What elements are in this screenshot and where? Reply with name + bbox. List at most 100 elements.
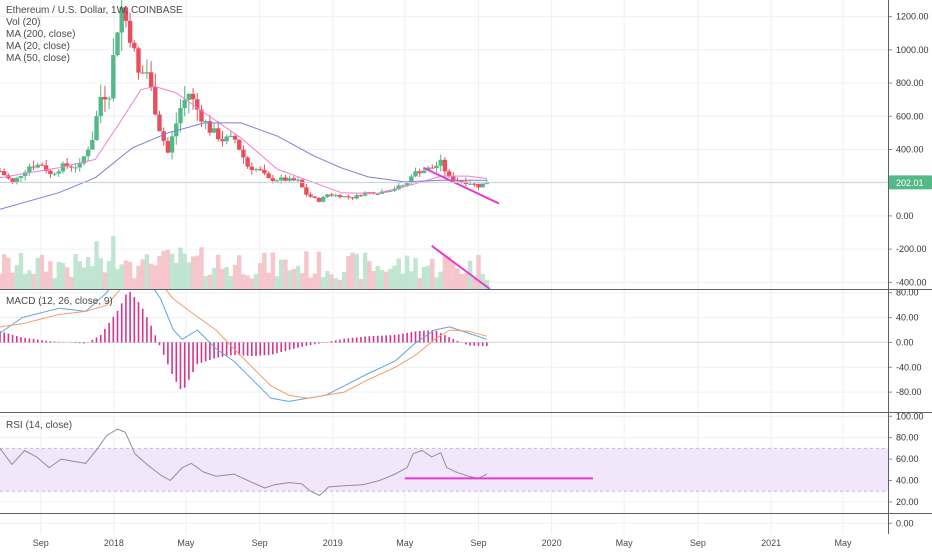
volume-bar [31, 274, 36, 289]
macd-legend[interactable]: MACD (12, 26, close, 9) [6, 296, 113, 307]
candle-body [127, 20, 133, 43]
indicator-label-ma200[interactable]: MA (200, close) [6, 29, 76, 40]
volume-bar [446, 256, 452, 289]
volume-bar [451, 262, 456, 289]
volume-bar [245, 275, 250, 289]
volume-bar [22, 273, 28, 289]
volume-bar [27, 270, 32, 289]
last-price-badge-text: 202.01 [896, 178, 924, 188]
volume-bar [253, 274, 259, 289]
candle-body [39, 164, 45, 166]
candle-body [442, 159, 448, 172]
volume-bar [190, 256, 196, 289]
volume-bar [216, 254, 221, 289]
candle-body [409, 176, 414, 184]
candle-body [480, 183, 485, 188]
volume-bar [10, 272, 15, 289]
candle-body [0, 171, 3, 173]
volume-bar [165, 249, 171, 289]
volume-bar [48, 261, 53, 289]
candle-body [320, 196, 326, 202]
candle-body [35, 164, 40, 168]
volume-bar [484, 280, 490, 289]
candle-body [258, 169, 263, 171]
candle-body [174, 123, 179, 137]
candle-body [211, 128, 217, 133]
candle-body [392, 189, 397, 191]
candle-body [90, 140, 95, 150]
symbol-title[interactable]: Ethereum / U.S. Dollar, 1W, COINBASE [6, 5, 183, 16]
volume-bar [228, 276, 234, 289]
candle-body [165, 140, 171, 153]
candle-body [161, 131, 166, 141]
volume-bar [98, 258, 103, 289]
candle-body [157, 114, 162, 132]
volume-bar [396, 258, 401, 289]
volume-bar [77, 261, 82, 289]
candle-body [262, 169, 267, 174]
price-tick-label: 1200.00 [896, 12, 929, 22]
candle-body [232, 135, 238, 140]
volume-bar [119, 264, 124, 289]
macd-tick-label: 80.00 [896, 288, 919, 298]
candle-body [417, 171, 422, 174]
rsi-tick-label: 20.00 [896, 497, 919, 507]
candle-body [484, 183, 490, 185]
volume-bar [73, 253, 78, 289]
price-tick-label: 400.00 [896, 144, 924, 154]
macd-line [0, 289, 488, 402]
volume-bar [274, 276, 280, 289]
volume-bar [18, 252, 24, 289]
volume-bar [207, 274, 213, 289]
candle-body [367, 192, 372, 194]
candle-body [249, 166, 255, 170]
macd-tick-label: -80.00 [896, 387, 922, 397]
candle-body [14, 177, 19, 183]
rsi-legend[interactable]: RSI (14, close) [6, 420, 73, 431]
rsi-series [0, 428, 488, 496]
trend-drawings[interactable] [404, 166, 593, 480]
indicator-label-volume[interactable]: Vol (20) [6, 17, 41, 28]
candle-body [274, 180, 280, 182]
price-tick-label: 600.00 [896, 111, 924, 121]
volume-bar [312, 273, 317, 289]
volume-bar [316, 251, 322, 289]
candle-body [186, 93, 192, 100]
volume-bar [413, 258, 418, 289]
candle-body [203, 121, 208, 123]
volume-bar [442, 255, 448, 289]
volume-bar [232, 264, 238, 289]
volume-bar [333, 278, 338, 289]
candle-body [115, 32, 120, 56]
volume-bar [127, 261, 133, 289]
volume-bar [182, 253, 187, 289]
indicator-label-ma50[interactable]: MA (50, close) [6, 53, 70, 64]
volume-bar [144, 254, 150, 289]
candle-body [245, 157, 250, 167]
volume-bar [106, 261, 112, 289]
candle-body [237, 139, 242, 150]
rsi-tick-label: 100.00 [896, 411, 924, 421]
trend-line-2 [431, 245, 491, 290]
volume-bar [60, 263, 66, 289]
volume-bar [367, 261, 372, 289]
candle-body [94, 116, 99, 141]
candle-body [325, 194, 330, 197]
candle-body [241, 149, 246, 158]
trend-line-1 [422, 166, 500, 205]
candle-body [56, 171, 61, 174]
volume-bar [241, 274, 246, 289]
candle-body [106, 98, 112, 100]
volume-bar [69, 276, 74, 289]
candle-body [346, 196, 351, 198]
candle-body [270, 178, 276, 181]
volume-bar [383, 271, 389, 289]
indicator-label-ma20[interactable]: MA (20, close) [6, 41, 70, 52]
volume-bar [0, 274, 3, 289]
volume-bar [295, 265, 301, 289]
volume-bar [132, 278, 137, 289]
volume-bar [220, 268, 225, 289]
